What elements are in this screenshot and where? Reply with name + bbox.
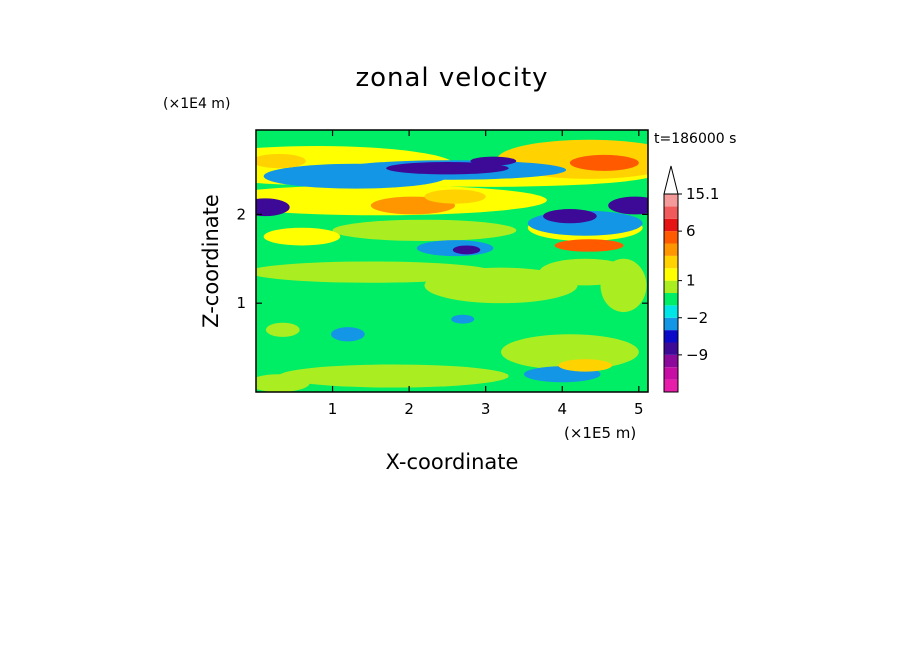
colorbar: 15.1 6 1 −2 −9 [663, 165, 719, 393]
plot-frame [255, 129, 649, 393]
contour-patch [256, 198, 290, 217]
y-axis-label: Z-coordinate [199, 194, 223, 328]
colorbar-band [664, 206, 678, 219]
x-tick-label: 3 [481, 400, 491, 418]
y-axis: 12 [236, 205, 648, 312]
chart-title: zonal velocity [355, 63, 548, 93]
colorbar-band [664, 330, 678, 343]
contour-patch [256, 374, 310, 392]
colorbar-tick-label: 15.1 [686, 185, 719, 203]
colorbar-band [664, 317, 678, 331]
x-tick-label: 1 [328, 400, 338, 418]
contour-patch [569, 154, 639, 171]
x-axis: 1 2 3 4 5 [328, 130, 644, 418]
colorbar-tick-label: −9 [686, 346, 708, 364]
x-tick-label: 4 [557, 400, 567, 418]
contour-patch [452, 245, 481, 255]
contour-patch [543, 209, 597, 224]
x-tick-label: 5 [634, 400, 644, 418]
time-label: t=186000 s [654, 131, 736, 147]
contour-patch [256, 153, 306, 169]
colorbar-band [664, 367, 678, 380]
contour-patch [424, 189, 486, 204]
colorbar-band [664, 379, 678, 392]
colorbar-frame [663, 193, 679, 393]
colorbar-band [664, 354, 678, 368]
y-tick-label: 1 [236, 294, 246, 312]
colorbar-band [664, 293, 678, 306]
contour-patch [263, 227, 341, 246]
x-axis-label: X-coordinate [386, 450, 519, 474]
contour-patch [600, 258, 647, 313]
contour-patch [265, 322, 300, 337]
contour-field [256, 130, 648, 392]
contour-patch [331, 327, 365, 342]
contour-patch [256, 261, 494, 283]
contour-patch [278, 364, 509, 388]
colorbar-band [664, 231, 678, 244]
colorbar-band [664, 255, 678, 269]
colorbar-tick-label: 1 [686, 272, 696, 290]
colorbar-tick-label: −2 [686, 309, 708, 327]
y-scale-label: (×1E4 m) [163, 96, 230, 112]
contour-patch [558, 359, 613, 372]
contour-patch [451, 314, 475, 324]
y-tick-label: 2 [236, 205, 246, 223]
contour-patch [470, 156, 517, 166]
colorbar-band [664, 243, 678, 256]
colorbar-band [664, 268, 678, 281]
x-tick-label: 2 [404, 400, 414, 418]
contour-patch [501, 334, 639, 370]
contour-patch [554, 239, 624, 252]
x-scale-label: (×1E5 m) [564, 424, 636, 442]
contour-patch [608, 196, 648, 215]
colorbar-extension [663, 165, 679, 195]
contour-patch [386, 161, 509, 175]
colorbar-band [664, 280, 678, 293]
contour-patch [332, 219, 517, 242]
colorbar-tick-label: 6 [686, 222, 696, 240]
colorbar-band [664, 342, 678, 355]
colorbar-band [664, 194, 678, 207]
colorbar-band [664, 218, 678, 232]
colorbar-band [664, 305, 678, 318]
